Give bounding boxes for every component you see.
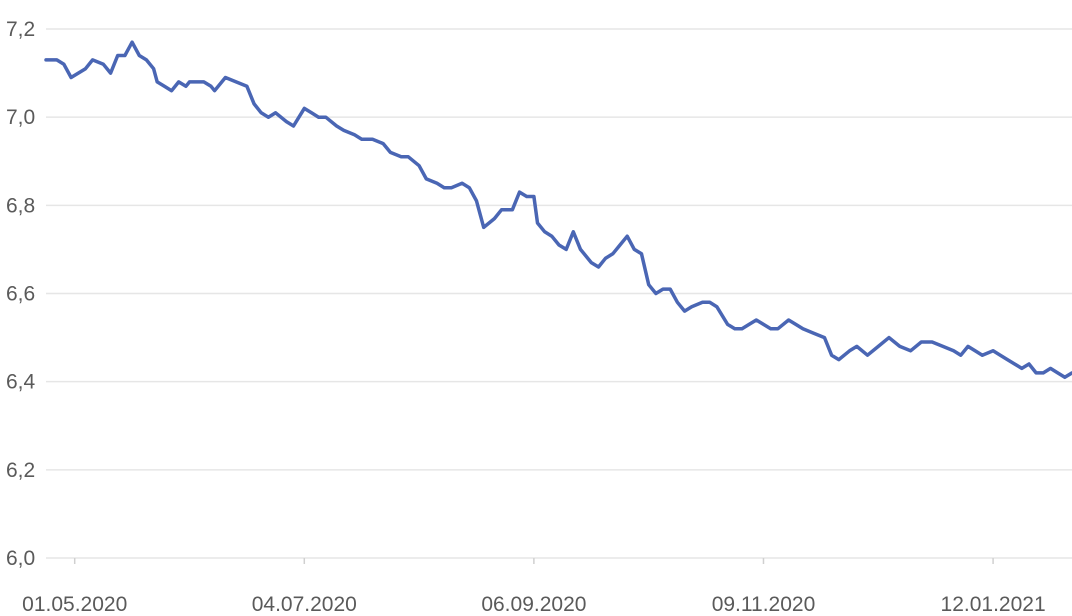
- y-tick-label: 7,2: [6, 18, 35, 41]
- y-tick-label: 6,4: [6, 371, 36, 394]
- x-tick-label: 04.07.2020: [252, 593, 357, 616]
- x-tick-label: 06.09.2020: [481, 593, 586, 616]
- y-axis: 6,0 6,2 6,4 6,6 6,8 7,0 7,2: [6, 18, 36, 570]
- y-tick-label: 6,2: [6, 459, 35, 482]
- x-tick-label: 12.01.2021: [941, 593, 1046, 616]
- x-axis: 01.05.2020 04.07.2020 06.09.2020 09.11.2020…: [22, 558, 1046, 616]
- grid-lines: [46, 28, 1072, 559]
- y-tick-label: 6,8: [6, 194, 35, 217]
- series-line: [44, 40, 1072, 380]
- y-tick-label: 7,0: [6, 106, 35, 129]
- y-tick-label: 6,0: [6, 547, 35, 570]
- plot-area: [44, 40, 1072, 380]
- x-tick-label: 01.05.2020: [22, 593, 127, 616]
- y-tick-label: 6,6: [6, 283, 35, 306]
- x-tick-label: 09.11.2020: [712, 593, 816, 616]
